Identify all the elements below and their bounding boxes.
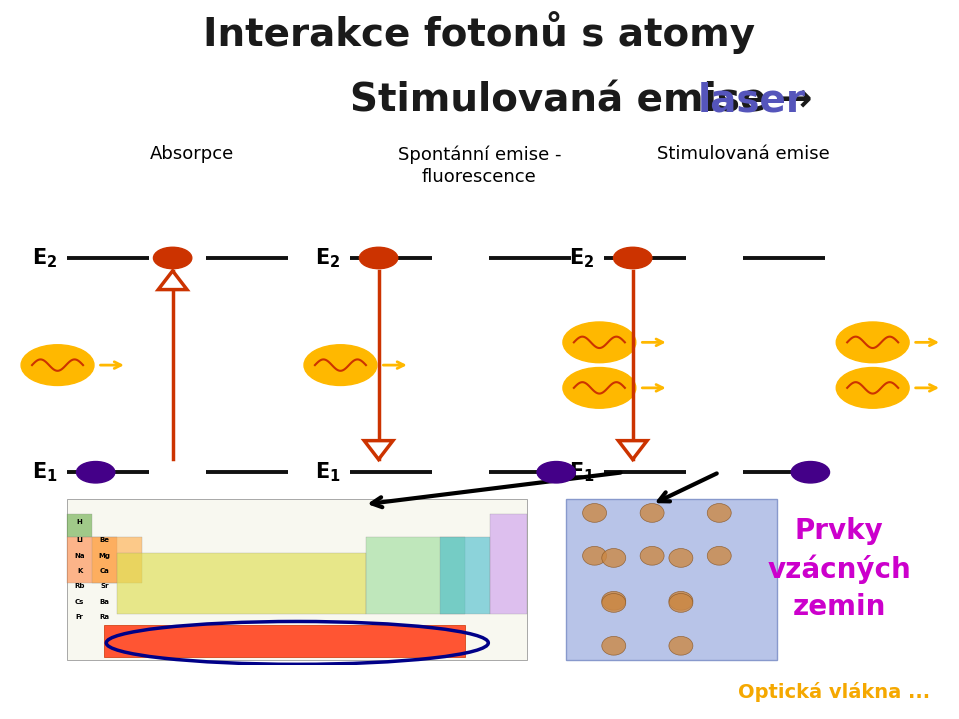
Bar [67,499,527,660]
Text: ∿∿∿: ∿∿∿ [21,702,53,716]
Circle shape [836,367,909,408]
Text: $\mathbf{E_1}$: $\mathbf{E_1}$ [569,460,595,484]
Text: Cs: Cs [75,598,84,605]
Ellipse shape [669,592,692,610]
Text: Ca: Ca [100,568,109,574]
Text: H: H [77,519,82,525]
Ellipse shape [641,546,664,565]
Polygon shape [364,441,393,459]
Ellipse shape [602,549,625,567]
Circle shape [77,462,115,483]
Text: Sr: Sr [100,583,108,590]
Text: Ba: Ba [100,598,109,605]
Text: Stimulovaná emise →: Stimulovaná emise → [350,82,826,120]
Bar [105,626,465,657]
Bar [92,537,142,583]
Text: Stimulovaná emise: Stimulovaná emise [657,145,830,163]
Circle shape [21,344,94,385]
Ellipse shape [669,636,692,655]
Text: Li: Li [76,537,83,544]
Ellipse shape [602,592,625,610]
Ellipse shape [583,503,607,522]
Circle shape [791,462,830,483]
Text: Absorpce: Absorpce [150,145,234,163]
Bar [566,499,777,660]
Ellipse shape [669,594,692,613]
Circle shape [836,322,909,362]
Polygon shape [158,271,187,290]
Bar [365,537,465,614]
Ellipse shape [602,594,625,613]
Text: Interakce fotonů s atomy: Interakce fotonů s atomy [203,11,756,54]
Polygon shape [619,441,647,459]
Text: úfe: úfe [24,670,75,698]
Text: Ra: Ra [100,614,109,620]
Text: Prvky
vzácných
zemin: Prvky vzácných zemin [767,517,911,620]
Text: Fr: Fr [76,614,83,620]
Text: $\mathbf{E_1}$: $\mathbf{E_1}$ [32,460,58,484]
Text: Na: Na [74,553,84,559]
Circle shape [563,322,636,362]
Circle shape [360,247,398,269]
Ellipse shape [708,546,732,565]
Text: laser: laser [698,82,807,120]
Text: $\mathbf{E_2}$: $\mathbf{E_2}$ [316,246,340,270]
Bar [67,514,92,537]
Text: $\mathbf{E_2}$: $\mathbf{E_2}$ [33,246,58,270]
Text: K: K [77,568,82,574]
Ellipse shape [641,503,664,522]
Circle shape [537,462,575,483]
Circle shape [304,344,377,385]
Circle shape [563,367,636,408]
Bar [117,553,365,614]
Text: $\mathbf{E_1}$: $\mathbf{E_1}$ [315,460,340,484]
Ellipse shape [669,549,692,567]
Ellipse shape [583,546,607,565]
Ellipse shape [602,636,625,655]
Bar [67,537,117,583]
Circle shape [153,247,192,269]
Bar [440,537,490,614]
Ellipse shape [708,503,732,522]
Text: Be: Be [100,537,109,544]
Text: $\mathbf{E_2}$: $\mathbf{E_2}$ [570,246,595,270]
Text: Rb: Rb [74,583,84,590]
Text: Optická vlákna ...: Optická vlákna ... [738,682,930,702]
Text: Spontánní emise -
fluorescence: Spontánní emise - fluorescence [398,145,561,186]
Bar [490,514,527,614]
Text: Mg: Mg [99,553,110,559]
Circle shape [614,247,652,269]
